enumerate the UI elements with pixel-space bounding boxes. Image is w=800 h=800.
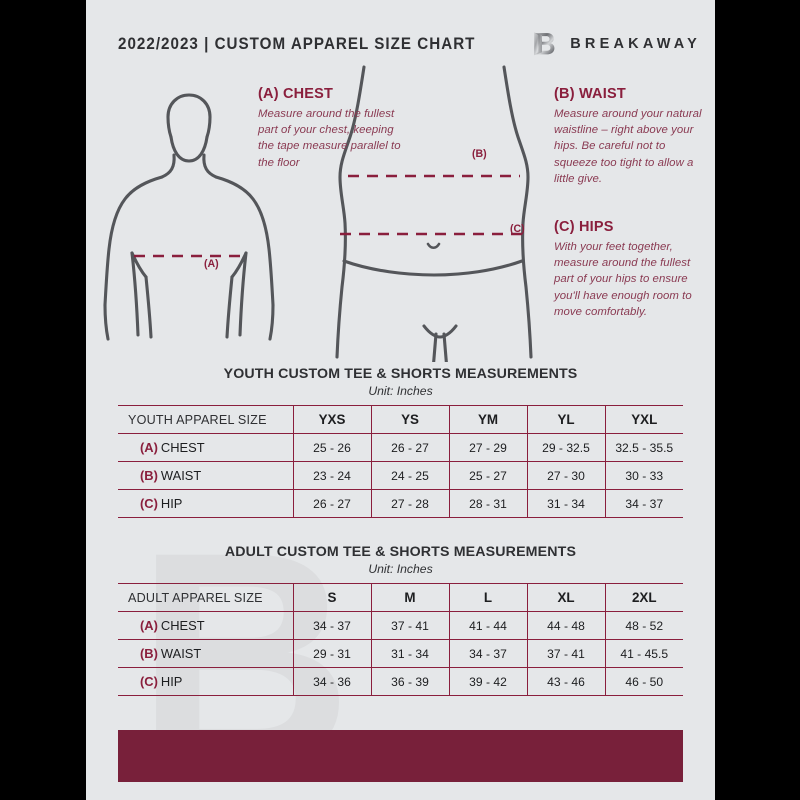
youth-column-yl: YL xyxy=(526,405,605,434)
youth-hip-ys: 27 - 28 xyxy=(370,489,449,518)
hips-callout-body: With your feet together, measure around … xyxy=(554,241,692,318)
adult-size-table: ADULT APPAREL SIZE S M L XL 2XL (A) CHEST… xyxy=(118,583,683,696)
chest-marker-label: (A) xyxy=(204,258,219,270)
table-row: (C) HIP 26 - 27 27 - 28 28 - 31 31 - 34 3… xyxy=(118,489,683,518)
youth-chest-yl: 29 - 32.5 xyxy=(526,433,605,462)
adult-chest-xl: 44 - 48 xyxy=(526,611,605,640)
adult-chest-m: 37 - 41 xyxy=(370,611,449,640)
adult-waist-m: 31 - 34 xyxy=(370,639,449,668)
chest-text: CHEST xyxy=(160,618,205,633)
youth-column-ys: YS xyxy=(370,405,449,434)
breakaway-b-logo-icon xyxy=(534,32,555,56)
adult-column-s: S xyxy=(292,583,371,612)
youth-hip-yxl: 34 - 37 xyxy=(604,489,683,518)
table-row: (C) HIP 34 - 36 36 - 39 39 - 42 43 - 46 4… xyxy=(118,667,683,696)
youth-chest-yxs: 25 - 26 xyxy=(292,433,371,462)
table-header-row: YOUTH APPAREL SIZE YXS YS YM YL YXL xyxy=(118,405,683,434)
youth-column-yxl: YXL xyxy=(604,405,683,434)
brand-lockup: BREAKAWAY xyxy=(529,29,701,59)
adult-row-header-label: ADULT APPAREL SIZE xyxy=(118,583,293,612)
chest-tag: (A) xyxy=(140,618,158,633)
adult-waist-xl: 37 - 41 xyxy=(526,639,605,668)
chest-callout-heading: (A) CHEST xyxy=(258,86,334,102)
hip-tag: (C) xyxy=(140,674,158,689)
adult-row-label-chest: (A) CHEST xyxy=(118,611,293,640)
hips-callout-heading: (C) HIPS xyxy=(554,219,614,235)
hip-tag: (C) xyxy=(140,496,158,511)
waist-text: WAIST xyxy=(160,468,202,483)
youth-size-table: YOUTH APPAREL SIZE YXS YS YM YL YXL (A) C… xyxy=(118,405,683,518)
adult-hip-s: 34 - 36 xyxy=(292,667,371,696)
adult-measurements-section: ADULT CUSTOM TEE & SHORTS MEASUREMENTS U… xyxy=(118,544,683,696)
youth-row-label-waist: (B) WAIST xyxy=(118,461,293,490)
waist-callout-body: Measure around your natural waistline – … xyxy=(554,108,702,185)
adult-hip-xl: 43 - 46 xyxy=(526,667,605,696)
adult-table-unit: Unit: Inches xyxy=(368,562,433,576)
youth-hip-yxs: 26 - 27 xyxy=(292,489,371,518)
adult-hip-2xl: 46 - 50 xyxy=(604,667,683,696)
size-chart-document: B 2022/2023 | CUSTOM APPAREL SIZE CHART xyxy=(86,0,715,800)
table-row: (A) CHEST 25 - 26 26 - 27 27 - 29 29 - 32… xyxy=(118,433,683,462)
adult-waist-s: 29 - 31 xyxy=(292,639,371,668)
youth-table-title: YOUTH CUSTOM TEE & SHORTS MEASUREMENTS xyxy=(223,366,578,382)
adult-hip-m: 36 - 39 xyxy=(370,667,449,696)
chest-callout-body: Measure around the fullest part of your … xyxy=(258,108,401,169)
adult-waist-l: 34 - 37 xyxy=(448,639,527,668)
adult-column-xl: XL xyxy=(526,583,605,612)
youth-waist-yl: 27 - 30 xyxy=(526,461,605,490)
youth-column-ym: YM xyxy=(448,405,527,434)
waist-marker-label: (B) xyxy=(472,148,487,160)
chest-text: CHEST xyxy=(160,440,205,455)
waist-callout-heading: (B) WAIST xyxy=(554,86,626,102)
adult-column-2xl: 2XL xyxy=(604,583,683,612)
adult-table-title: ADULT CUSTOM TEE & SHORTS MEASUREMENTS xyxy=(224,544,577,560)
waist-tag: (B) xyxy=(140,468,158,483)
table-header-row: ADULT APPAREL SIZE S M L XL 2XL xyxy=(118,583,683,612)
youth-row-label-chest: (A) CHEST xyxy=(118,433,293,462)
youth-row-header-label: YOUTH APPAREL SIZE xyxy=(118,405,293,434)
hips-front-outline-icon xyxy=(335,65,533,362)
footer-accent-bar xyxy=(118,730,683,782)
youth-hip-yl: 31 - 34 xyxy=(526,489,605,518)
hips-marker-label: (C) xyxy=(510,223,525,235)
hip-text: HIP xyxy=(160,496,183,511)
adult-column-m: M xyxy=(370,583,449,612)
brand-name: BREAKAWAY xyxy=(570,36,701,52)
measurement-illustrations: (A) (B) (C) (A) CHEST Measure around the… xyxy=(86,62,715,362)
youth-chest-ym: 27 - 29 xyxy=(448,433,527,462)
youth-table-unit: Unit: Inches xyxy=(368,384,433,398)
adult-chest-s: 34 - 37 xyxy=(292,611,371,640)
hip-text: HIP xyxy=(160,674,183,689)
table-row: (B) WAIST 23 - 24 24 - 25 25 - 27 27 - 30… xyxy=(118,461,683,490)
document-header: 2022/2023 | CUSTOM APPAREL SIZE CHART xyxy=(86,26,715,62)
youth-waist-ym: 25 - 27 xyxy=(448,461,527,490)
adult-chest-l: 41 - 44 xyxy=(448,611,527,640)
youth-chest-ys: 26 - 27 xyxy=(370,433,449,462)
torso-front-outline-icon xyxy=(103,93,275,341)
youth-row-label-hip: (C) HIP xyxy=(118,489,293,518)
adult-row-label-hip: (C) HIP xyxy=(118,667,293,696)
table-row: (B) WAIST 29 - 31 31 - 34 34 - 37 37 - 41… xyxy=(118,639,683,668)
adult-hip-l: 39 - 42 xyxy=(448,667,527,696)
youth-chest-yxl: 32.5 - 35.5 xyxy=(604,433,683,462)
youth-waist-ys: 24 - 25 xyxy=(370,461,449,490)
youth-measurements-section: YOUTH CUSTOM TEE & SHORTS MEASUREMENTS U… xyxy=(118,366,683,518)
page-title: 2022/2023 | CUSTOM APPAREL SIZE CHART xyxy=(118,34,476,53)
youth-column-yxs: YXS xyxy=(292,405,371,434)
chest-tag: (A) xyxy=(140,440,158,455)
figure-drawings xyxy=(103,65,533,362)
youth-waist-yxl: 30 - 33 xyxy=(604,461,683,490)
table-row: (A) CHEST 34 - 37 37 - 41 41 - 44 44 - 48… xyxy=(118,611,683,640)
adult-column-l: L xyxy=(448,583,527,612)
adult-row-label-waist: (B) WAIST xyxy=(118,639,293,668)
youth-hip-ym: 28 - 31 xyxy=(448,489,527,518)
adult-waist-2xl: 41 - 45.5 xyxy=(604,639,683,668)
youth-waist-yxs: 23 - 24 xyxy=(292,461,371,490)
waist-tag: (B) xyxy=(140,646,158,661)
waist-text: WAIST xyxy=(160,646,202,661)
adult-chest-2xl: 48 - 52 xyxy=(604,611,683,640)
